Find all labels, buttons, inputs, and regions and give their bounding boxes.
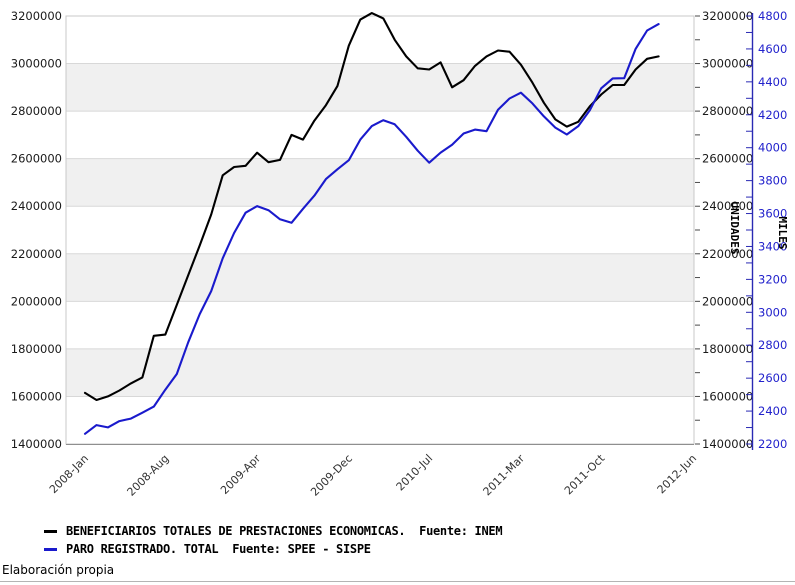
left-axis-tick-label: 2000000: [11, 294, 62, 308]
x-axis-tick-label: 2008-Aug: [125, 452, 172, 499]
right-axis-miles-label: 2800: [758, 338, 787, 352]
right-axis-unidades-label: 2000000: [702, 294, 753, 308]
bottom-divider: [0, 581, 795, 582]
right-axis-unidades-label: 3000000: [702, 57, 753, 71]
right-axis-unidades-label: 1400000: [702, 437, 753, 451]
miles-axis-title: MILES: [776, 216, 789, 249]
legend-item-beneficiarios: BENEFICIARIOS TOTALES DE PRESTACIONES EC…: [44, 522, 503, 540]
right-axis-miles-label: 4000: [758, 141, 787, 155]
legend-label: PARO REGISTRADO. TOTAL Fuente: SPEE - SI…: [66, 542, 371, 556]
right-axis-miles-label: 3200: [758, 272, 787, 286]
left-axis-tick-label: 2800000: [11, 104, 62, 118]
left-axis-tick-label: 3200000: [11, 9, 62, 23]
source-note: Elaboración propia: [2, 563, 115, 577]
left-axis-tick-label: 1400000: [11, 437, 62, 451]
right-axis-miles-label: 3000: [758, 305, 787, 319]
right-axis-miles-label: 3600: [758, 207, 787, 221]
right-axis-miles-label: 3400: [758, 239, 787, 253]
right-axis-miles-label: 4600: [758, 42, 787, 56]
right-axis-miles: 4800 4600 4400 4200 4000 3800 3600 3400 3200 3000…: [746, 9, 789, 451]
x-axis-tick-label: 2011-Oct: [562, 451, 608, 497]
x-axis-tick-label: 2008-Jan: [47, 452, 91, 496]
left-axis-tick-label: 2400000: [11, 199, 62, 213]
x-axis-tick-label: 2009-Dec: [308, 452, 355, 499]
legend-item-paro: PARO REGISTRADO. TOTAL Fuente: SPEE - SI…: [44, 540, 502, 558]
right-axis-unidades-label: 2200000: [702, 247, 753, 261]
legend-label: BENEFICIARIOS TOTALES DE PRESTACIONES EC…: [66, 524, 503, 538]
right-axis-unidades-label: 2800000: [702, 104, 753, 118]
x-axis: 2008-Jan 2008-Aug 2009-Apr 2009-Dec 2010-Jul…: [47, 451, 699, 498]
x-axis-tick-label: 2010-Jul: [394, 452, 436, 494]
left-axis-tick-label: 2200000: [11, 247, 62, 261]
plot-bands: [66, 16, 694, 444]
right-axis-unidades-label: 2600000: [702, 152, 753, 166]
right-axis-miles-label: 2200: [758, 437, 787, 451]
right-axis-miles-label: 2400: [758, 404, 787, 418]
x-axis-tick-label: 2009-Apr: [218, 452, 263, 497]
left-axis-tick-label: 2600000: [11, 152, 62, 166]
left-axis: 3200000 3000000 2800000 2600000 2400000 22000…: [11, 9, 62, 451]
series-line-beneficiarios: [83, 12, 660, 402]
right-axis-miles-label: 4200: [758, 108, 787, 122]
right-axis-miles-label: 3800: [758, 174, 787, 188]
right-axis-unidades-label: 2400000: [702, 199, 753, 213]
right-axis-unidades-label: 1600000: [702, 389, 753, 403]
right-axis-miles-label: 4400: [758, 75, 787, 89]
right-axis-unidades-label: 3200000: [702, 9, 753, 23]
right-axis-unidades-label: 1800000: [702, 342, 753, 356]
left-axis-tick-label: 3000000: [11, 57, 62, 71]
x-axis-tick-label: 2012-Jun: [655, 452, 699, 496]
right-axis-miles-label: 4800: [758, 9, 787, 23]
legend-line-black: [44, 529, 57, 533]
legend: BENEFICIARIOS TOTALES DE PRESTACIONES EC…: [44, 522, 503, 558]
unidades-axis-title: UNIDADES: [728, 202, 741, 255]
right-axis-miles-label: 2600: [758, 371, 787, 385]
series-line-paro: [83, 23, 660, 435]
legend-line-blue: [44, 547, 57, 551]
left-axis-tick-label: 1600000: [11, 389, 62, 403]
right-axis-unidades: 3200000 3000000 2800000 2600000 2400000 22000…: [695, 9, 753, 451]
left-axis-tick-label: 1800000: [11, 342, 62, 356]
x-axis-tick-label: 2011-Mar: [481, 452, 528, 499]
